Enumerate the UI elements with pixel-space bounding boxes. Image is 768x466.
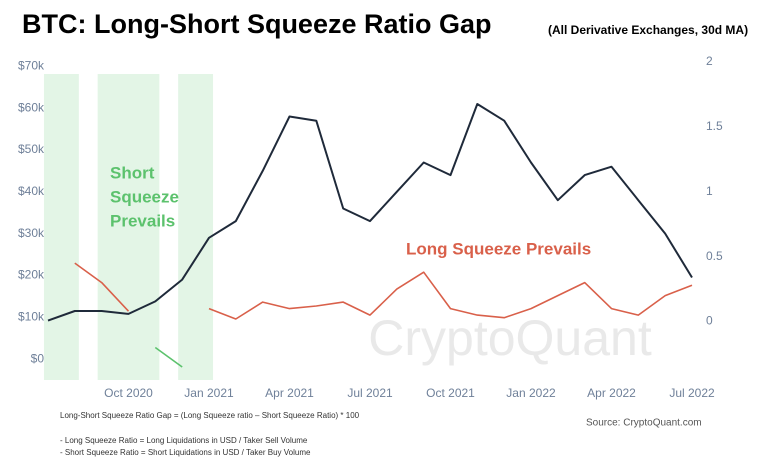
watermark: CryptoQuant [368,310,652,366]
y-tick-label: $60k [18,100,45,114]
chart-title: BTC: Long-Short Squeeze Ratio Gap [22,9,492,39]
formula: Long-Short Squeeze Ratio Gap = (Long Squ… [60,411,360,420]
y-tick-label: $10k [18,309,45,323]
series-line [74,262,693,320]
shaded-period [97,74,160,380]
annotation: Squeeze [110,187,179,206]
x-tick-label: Apr 2021 [265,386,314,400]
annotation: Prevails [110,211,175,230]
y-tick-label: $50k [18,142,45,156]
x-tick-label: Jan 2022 [506,386,556,400]
x-tick-label: Oct 2021 [426,386,475,400]
series-line [154,346,183,368]
y2-tick-label: 1.5 [706,119,723,133]
x-tick-label: Jul 2022 [669,386,715,400]
y2-tick-label: 0 [706,314,713,328]
y2-tick-label: 2 [706,54,713,68]
source: Source: CryptoQuant.com [586,418,702,429]
y-tick-label: $30k [18,226,45,240]
x-tick-label: Jan 2021 [184,386,234,400]
x-tick-label: Jul 2021 [347,386,393,400]
series-line [47,103,693,322]
note: - Long Squeeze Ratio = Long Liquidations… [60,436,308,445]
y2-tick-label: 0.5 [706,249,723,263]
y-tick-label: $40k [18,184,45,198]
y-tick-label: $70k [18,59,45,73]
y-tick-label: $0 [31,351,45,365]
annotation: Short [110,163,155,182]
y2-tick-label: 1 [706,184,713,198]
note: - Short Squeeze Ratio = Short Liquidatio… [60,448,311,457]
y-tick-label: $20k [18,268,45,282]
x-tick-label: Apr 2022 [587,386,636,400]
shaded-period [178,74,214,380]
chart-subtitle: (All Derivative Exchanges, 30d MA) [548,23,748,37]
x-tick-label: Oct 2020 [104,386,153,400]
annotation: Long Squeeze Prevails [406,239,591,258]
shaded-period [43,74,79,380]
